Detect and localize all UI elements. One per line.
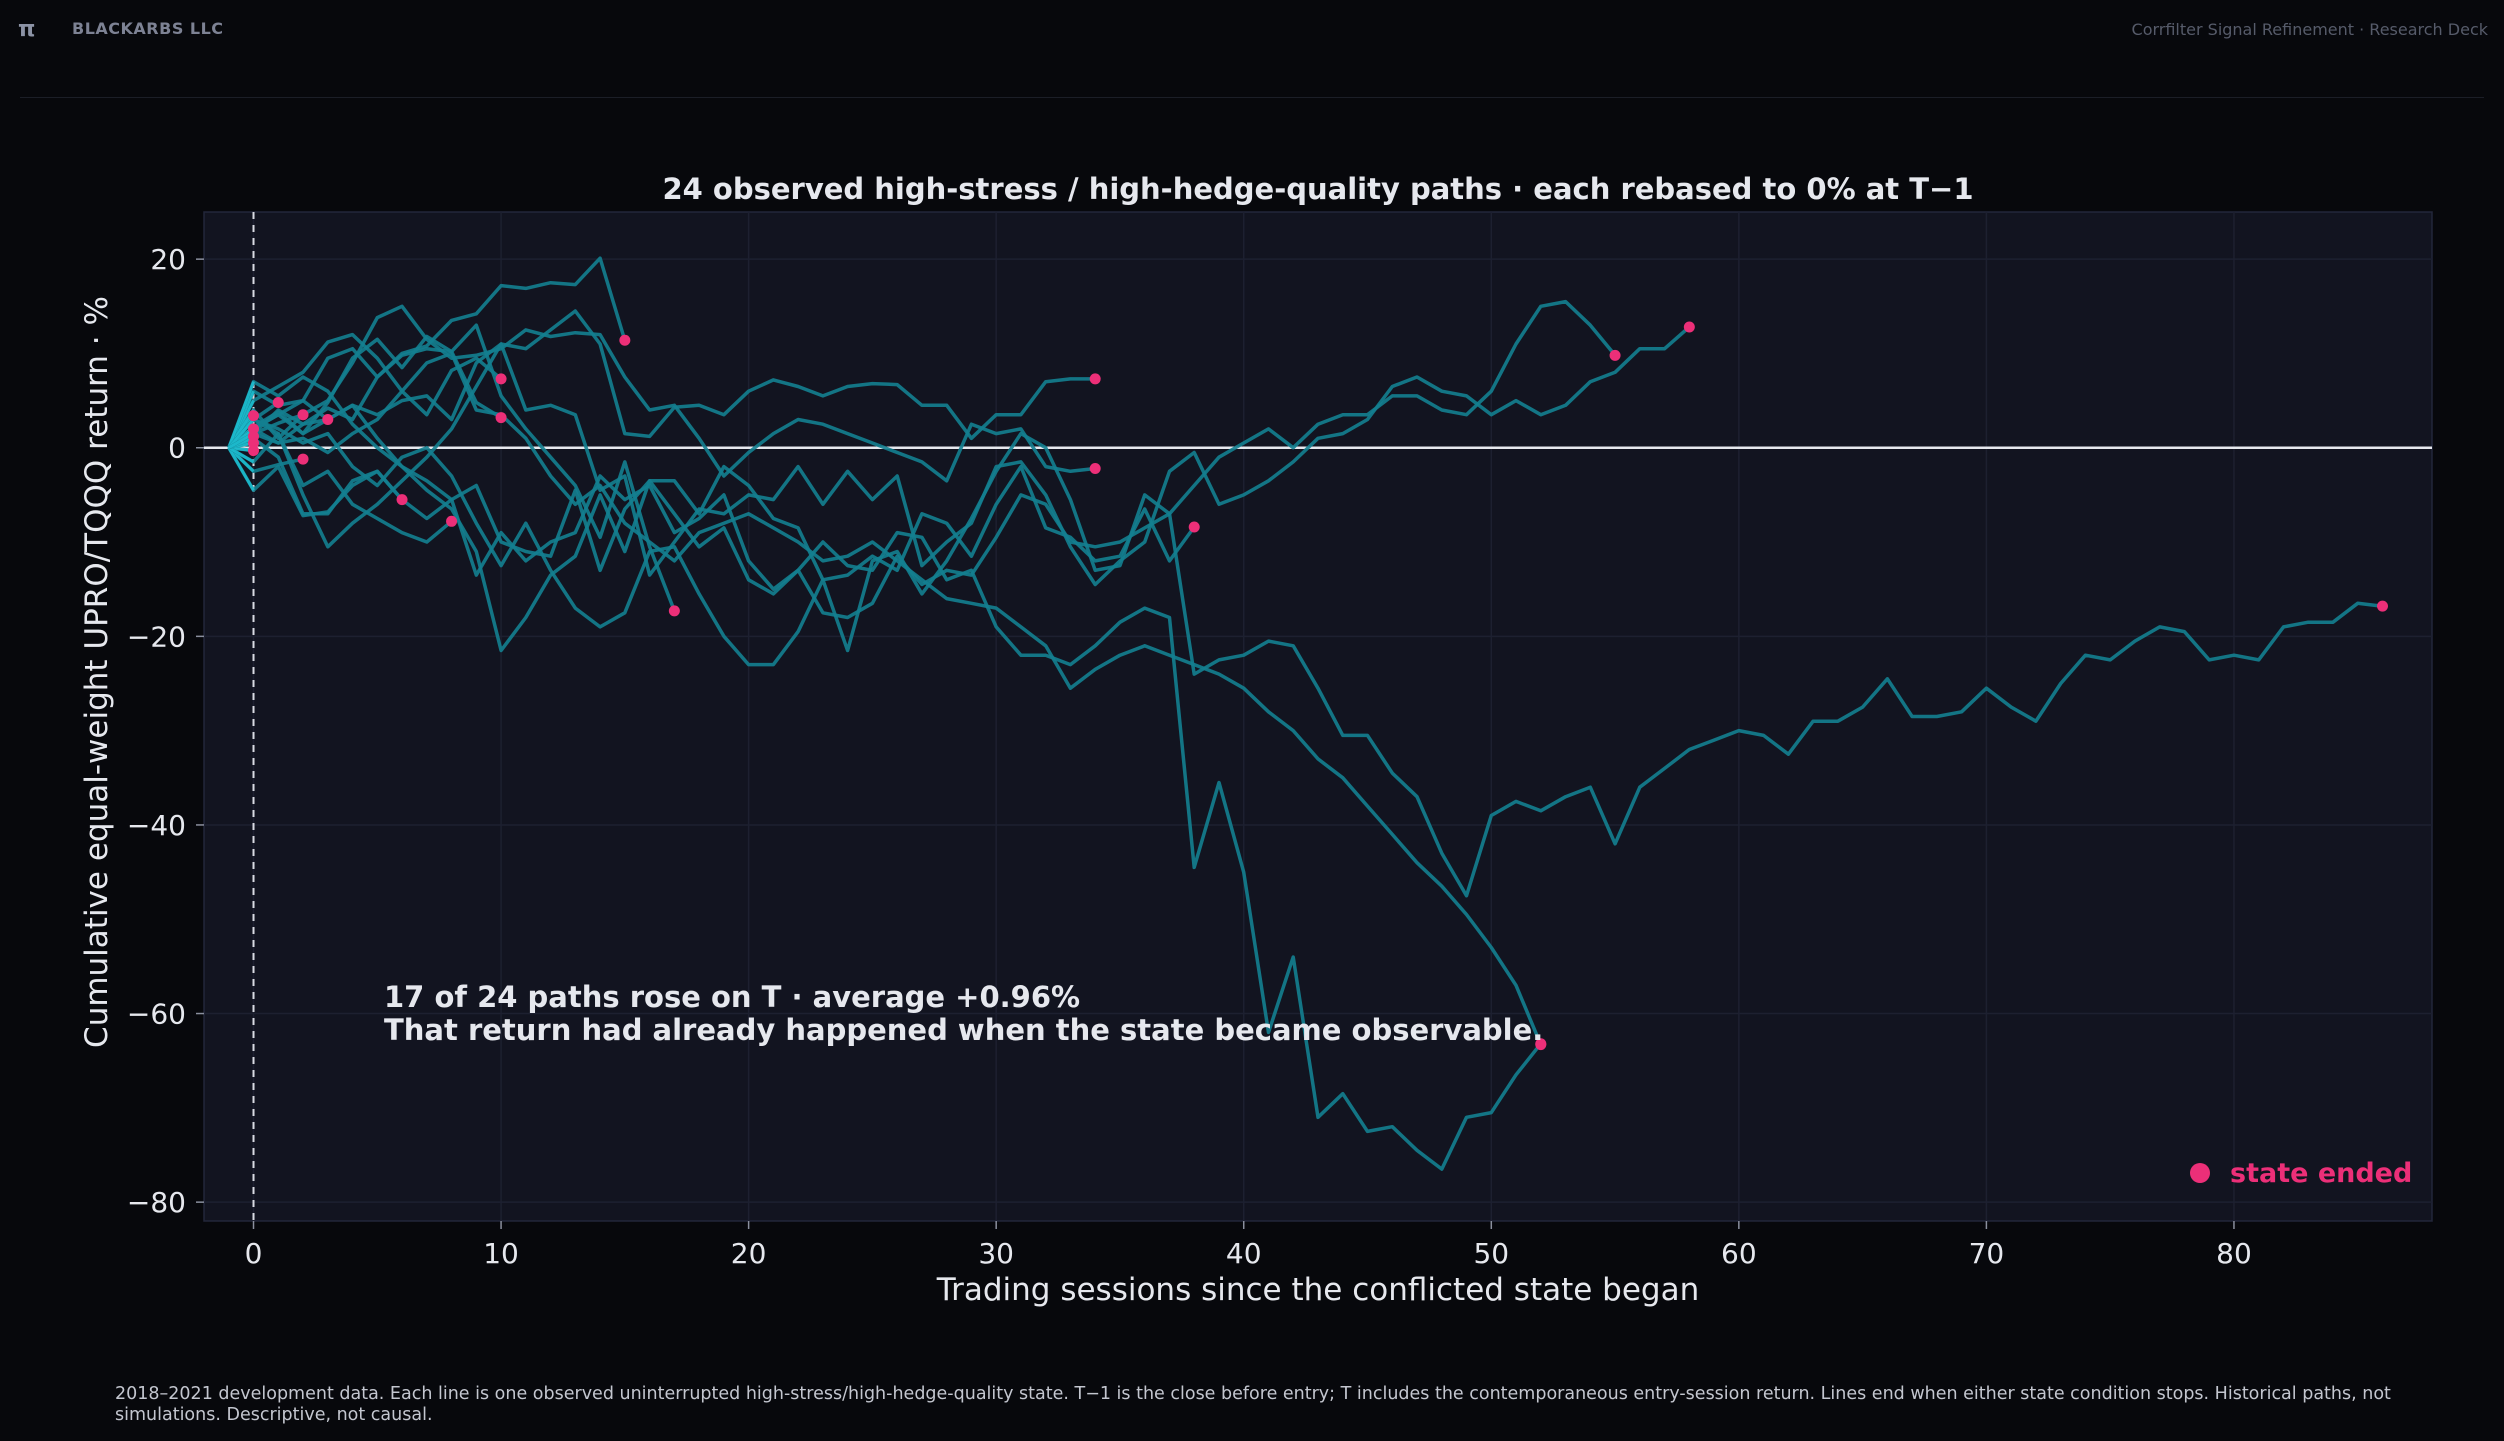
- end-markers: [248, 321, 2388, 1051]
- x-tick-label: 60: [1721, 1237, 1757, 1270]
- path-entry-segment: [227, 418, 255, 449]
- page-header: π BLACKARBS LLC Corrfilter Signal Refine…: [0, 0, 2504, 60]
- end-marker: [248, 410, 260, 422]
- deck-title: Corrfilter Signal Refinement · Research …: [2131, 20, 2488, 39]
- annotation-line-1: 17 of 24 paths rose on T · average +0.96…: [384, 980, 1080, 1014]
- end-marker: [1089, 462, 1101, 474]
- path-line: [227, 304, 1096, 483]
- y-tick-label: −80: [127, 1186, 186, 1219]
- path-entry-segment: [228, 446, 255, 464]
- x-tick-label: 50: [1473, 1237, 1509, 1270]
- legend: state ended: [2190, 1158, 2412, 1189]
- path-line: [228, 299, 1617, 620]
- end-marker: [272, 396, 284, 408]
- y-tick-label: −20: [127, 620, 186, 653]
- path-line: [227, 256, 627, 449]
- path-line: [227, 403, 1196, 653]
- legend-marker: [2190, 1163, 2210, 1183]
- path-lines: [227, 256, 2383, 1171]
- end-marker: [1188, 521, 1200, 533]
- chart-title: 24 observed high-stress / high-hedge-qua…: [662, 172, 1973, 206]
- x-axis-label: Trading sessions since the conflicted st…: [936, 1272, 1700, 1308]
- y-tick-label: −40: [127, 809, 186, 842]
- path-line: [227, 323, 677, 612]
- path-entry-segment: [227, 381, 255, 449]
- end-marker: [1535, 1039, 1547, 1051]
- y-axis-ticks: 20 0 −20 −40 −60 −80: [127, 243, 204, 1219]
- x-tick-label: 20: [731, 1237, 767, 1270]
- end-marker: [495, 412, 507, 424]
- y-tick-label: 20: [150, 243, 186, 276]
- header-divider: [20, 97, 2484, 98]
- x-axis-ticks: 0 10 20 30 40 50 60 70 80: [245, 1221, 2252, 1270]
- end-marker: [668, 605, 680, 617]
- y-tick-label: 0: [168, 432, 186, 465]
- x-tick-label: 0: [245, 1237, 263, 1270]
- end-marker: [297, 453, 309, 465]
- y-axis-label: Cumulative equal-weight UPRO/TQQQ return…: [79, 296, 115, 1048]
- grid: [204, 212, 2432, 1221]
- x-tick-label: 10: [483, 1237, 519, 1270]
- path-line: [227, 417, 2383, 898]
- annotation-line-2: That return had already happened when th…: [384, 1013, 1543, 1047]
- end-marker: [248, 445, 260, 457]
- y-tick-label: −60: [127, 998, 186, 1031]
- path-line: [227, 325, 1691, 587]
- paths-chart: 0 10 20 30 40 50 60 70 80 20 0 −20 −40 −60 −80 24 obs…: [79, 172, 2433, 1308]
- footnote: 2018–2021 development data. Each line is…: [115, 1384, 2391, 1425]
- path-line: [227, 309, 1096, 549]
- x-tick-label: 30: [978, 1237, 1014, 1270]
- end-marker: [1609, 349, 1621, 361]
- x-tick-label: 80: [2216, 1237, 2252, 1270]
- end-marker: [248, 423, 260, 435]
- x-tick-label: 40: [1226, 1237, 1262, 1270]
- brand-name: BLACKARBS LLC: [72, 19, 224, 38]
- end-marker: [2376, 600, 2388, 612]
- x-tick-label: 70: [1969, 1237, 2005, 1270]
- end-marker: [619, 334, 631, 346]
- end-marker: [1089, 373, 1101, 385]
- path-line: [227, 351, 1543, 1046]
- end-marker: [248, 437, 260, 449]
- end-marker: [396, 494, 408, 506]
- path-line: [227, 332, 503, 449]
- brand-logo-icon: π: [18, 17, 36, 42]
- legend-label: state ended: [2230, 1158, 2412, 1189]
- end-marker: [297, 409, 309, 421]
- path-entry-segment: [227, 446, 255, 491]
- end-marker: [1683, 321, 1695, 333]
- end-marker: [495, 373, 507, 385]
- end-marker: [322, 413, 334, 425]
- plot-area: [203, 211, 2433, 1222]
- end-marker: [446, 515, 458, 527]
